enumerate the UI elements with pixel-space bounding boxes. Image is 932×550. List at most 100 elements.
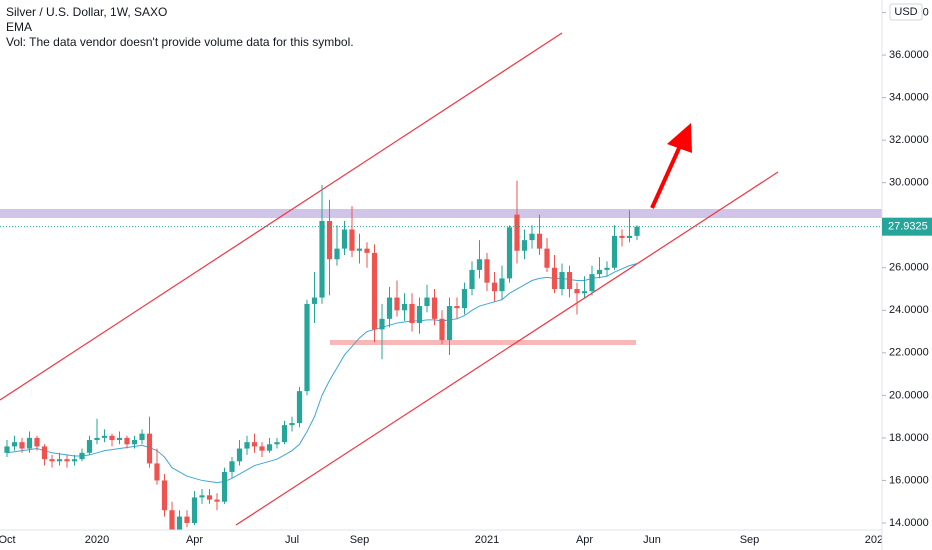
x-axis-bg xyxy=(0,530,882,550)
x-tick-label: Oct xyxy=(0,534,16,546)
arrow-head xyxy=(667,123,692,153)
y-tick-label: 22.0000 xyxy=(889,347,929,359)
candle-body xyxy=(416,306,423,324)
candle-body xyxy=(589,274,595,292)
last-price-box xyxy=(882,217,932,236)
y-tick-label: 24.0000 xyxy=(889,304,929,316)
candle-body xyxy=(544,248,550,268)
candle-body xyxy=(304,303,310,392)
candle-body xyxy=(154,463,160,481)
candle-body xyxy=(476,259,483,270)
candle-body xyxy=(446,306,453,341)
candle-body xyxy=(401,303,408,311)
x-tick-label: Jun xyxy=(643,534,661,546)
candle-body xyxy=(214,499,220,502)
resistance-zone xyxy=(0,209,882,218)
candle-body xyxy=(491,282,498,292)
candle-body xyxy=(469,269,475,290)
x-tick-label: 2021 xyxy=(475,534,499,546)
candle-body xyxy=(581,291,588,294)
candle-body xyxy=(566,272,573,290)
candle-body xyxy=(169,510,175,530)
candle-body xyxy=(116,437,123,441)
candle-body xyxy=(64,459,70,462)
ema-line xyxy=(6,263,638,484)
candle-body xyxy=(409,303,415,324)
candle-body xyxy=(574,289,580,294)
candle-body xyxy=(296,391,303,424)
x-tick-label: Sep xyxy=(350,534,370,546)
candle-body xyxy=(71,459,78,462)
candle-body xyxy=(274,442,280,445)
plot-area xyxy=(0,32,882,530)
candle-body xyxy=(101,435,108,438)
candle-body xyxy=(536,233,543,249)
candle-body xyxy=(521,240,528,251)
arrow-shaft xyxy=(650,145,682,209)
x-axis: Oct 2020 Apr Jul Sep 2021 Apr Jun Sep 2022 xyxy=(0,529,889,550)
candle-body xyxy=(506,227,513,279)
candle-body xyxy=(139,433,145,441)
volume-note: Vol: The data vendor doesn't provide vol… xyxy=(6,35,354,49)
candle-body xyxy=(146,433,153,464)
candle-body xyxy=(461,289,468,309)
y-tick-label: 36.0000 xyxy=(889,49,929,61)
y-tick-label: 14.0000 xyxy=(889,517,929,529)
candle-body xyxy=(386,297,393,319)
candle-body xyxy=(619,235,625,238)
y-tick-label: 30.0000 xyxy=(889,177,929,189)
candle-body xyxy=(34,437,40,447)
y-axis: 14.0000 16.0000 18.0000 20.0000 22.0000 24.00… xyxy=(881,0,932,550)
candle-body xyxy=(356,248,363,251)
candle-body xyxy=(266,444,273,451)
candle-body xyxy=(349,229,355,251)
last-price-label: 27.9325 xyxy=(888,221,928,233)
candle-body xyxy=(49,459,55,462)
x-tick-label: Apr xyxy=(186,534,203,546)
candle-body xyxy=(251,442,258,447)
candle-body xyxy=(634,226,640,236)
candle-body xyxy=(364,248,370,253)
x-tick-label: Apr xyxy=(576,534,593,546)
chart-title: Silver / U.S. Dollar, 1W, SAXO xyxy=(6,5,167,19)
y-tick-label: 18.0000 xyxy=(889,432,929,444)
candle-body xyxy=(244,442,250,449)
indicator-label: EMA xyxy=(6,20,32,34)
candle-body xyxy=(56,459,63,462)
candle-body xyxy=(11,442,18,447)
upper-trendline xyxy=(0,32,563,401)
x-tick-label: Sep xyxy=(740,534,760,546)
currency-label: USD xyxy=(894,6,917,18)
candle-body xyxy=(79,452,85,460)
candle-body xyxy=(394,297,400,311)
candle-body xyxy=(184,516,190,523)
candle-body xyxy=(229,461,235,472)
candle-body xyxy=(484,259,490,283)
candle-body xyxy=(19,442,25,449)
candle-body xyxy=(604,267,610,270)
lower-trendline xyxy=(235,171,779,526)
candle-body xyxy=(514,214,520,251)
candle-body xyxy=(611,235,618,268)
candle-body xyxy=(379,318,385,330)
support-zone xyxy=(330,340,636,345)
candle-body xyxy=(131,440,138,445)
x-tick-label: 2020 xyxy=(85,534,109,546)
candle-body xyxy=(206,495,213,500)
candle-body xyxy=(529,233,535,241)
candle-body xyxy=(626,235,633,238)
candle-body xyxy=(334,248,340,260)
y-tick-label: 20.0000 xyxy=(889,389,929,401)
y-tick-label: 26.0000 xyxy=(889,262,929,274)
candle-body xyxy=(319,220,325,298)
candle-body xyxy=(94,437,100,441)
candle-body xyxy=(26,437,33,449)
y-axis-bg xyxy=(882,0,932,550)
candle-body xyxy=(341,229,348,249)
candle-body xyxy=(86,440,93,453)
candle-body xyxy=(236,448,243,462)
candle-body xyxy=(499,278,505,292)
candle-body xyxy=(176,516,183,530)
